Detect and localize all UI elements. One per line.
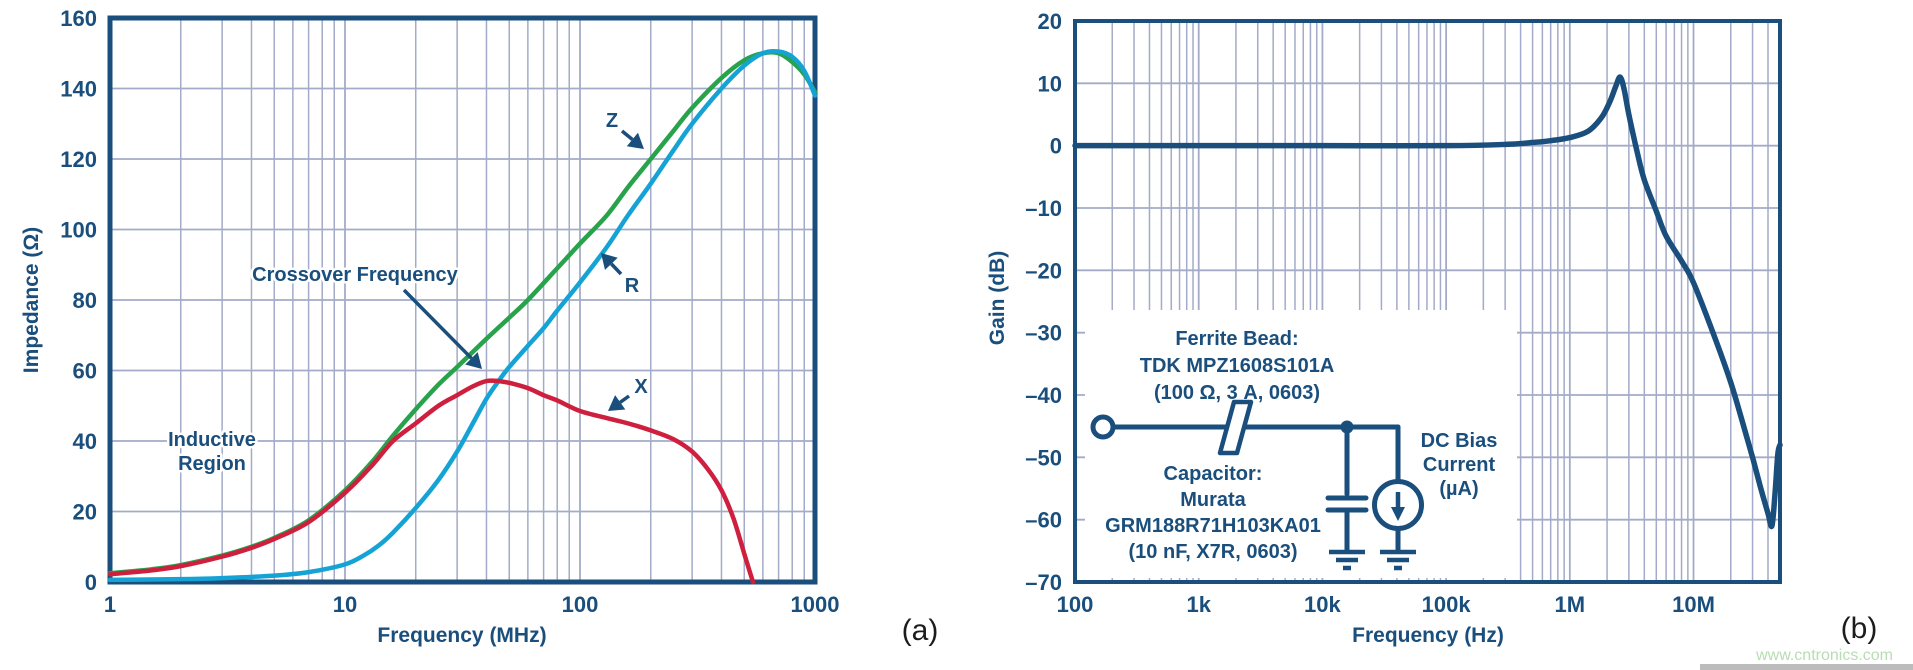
y-tick-label: 80: [73, 288, 97, 313]
curve-X: [107, 378, 756, 585]
gain-curves: [1072, 74, 1783, 530]
x-tick-label: 1M: [1555, 592, 1586, 617]
x-tick-label: 10k: [1304, 592, 1341, 617]
y-tick-label: –70: [1025, 570, 1062, 595]
image-edge-strip: [1700, 664, 1913, 670]
annotation-arrow-head: [608, 395, 626, 411]
impedance-grid: [110, 17, 816, 583]
x-tick-label: 100: [1057, 592, 1094, 617]
y-tick-label: 10: [1038, 71, 1062, 96]
input-terminal: [1090, 414, 1116, 440]
annotation-arrow-head: [601, 253, 618, 270]
y-tick-label: 0: [1050, 134, 1062, 159]
gain-chart: Ferrite Bead: TDK MPZ1608S101A (100 Ω, 3 A…: [986, 9, 1783, 647]
gain-xaxis-title: Frequency (Hz): [1352, 624, 1504, 647]
y-tick-label: 0: [85, 570, 97, 595]
annotation-x-label: X: [634, 376, 648, 398]
impedance-plot-border: [107, 15, 818, 585]
impedance-tick-labels: 0 20 40 60 80 100 120 140 160 1 10 100 1000: [60, 6, 839, 617]
ferrite-bead-label: Ferrite Bead: TDK MPZ1608S101A (100 Ω, 3 A…: [1140, 328, 1335, 404]
annotation-z-label: Z: [606, 110, 618, 132]
impedance-annotations: Crossover Frequency Inductive Region Z R X: [166, 108, 651, 478]
y-tick-label: –50: [1025, 445, 1062, 470]
annotation-r-label: R: [625, 275, 640, 297]
y-tick-label: 160: [60, 6, 97, 31]
annotation-arrow-line: [402, 288, 473, 360]
y-tick-label: –20: [1025, 258, 1062, 283]
x-tick-label: 10: [333, 592, 357, 617]
y-tick-label: 40: [73, 429, 97, 454]
annotation-crossover-frequency: Crossover Frequency: [252, 264, 459, 286]
impedance-yaxis-title: Impedance (Ω): [20, 227, 43, 373]
watermark: www.cntronics.com: [1755, 647, 1893, 664]
annotation-arrow-line: [620, 129, 634, 141]
x-tick-label: 1k: [1186, 592, 1211, 617]
y-tick-label: –40: [1025, 383, 1062, 408]
annotation-arrow-line: [610, 262, 623, 276]
y-tick-label: –10: [1025, 196, 1062, 221]
annotation-arrow-head: [465, 352, 482, 369]
curve-R: [107, 48, 818, 583]
impedance-curves: [107, 48, 818, 585]
y-tick-label: 100: [60, 218, 97, 243]
y-tick-label: 20: [73, 500, 97, 525]
dc-bias-label: DC Bias Current (µA): [1421, 430, 1498, 500]
y-tick-label: 140: [60, 77, 97, 102]
subfigure-label-b: (b): [1841, 612, 1878, 645]
impedance-xaxis-title: Frequency (MHz): [377, 624, 546, 647]
y-tick-label: –60: [1025, 508, 1062, 533]
y-tick-label: 120: [60, 147, 97, 172]
inset-background: [1085, 310, 1517, 578]
curve-Z: [107, 50, 818, 576]
x-tick-label: 100: [562, 592, 599, 617]
annotation-inductive-region: Inductive Region: [168, 429, 256, 475]
x-tick-label: 1000: [791, 592, 840, 617]
ferrite-bead-symbol: [1217, 399, 1254, 456]
gain-yaxis-title: Gain (dB): [986, 251, 1009, 346]
curve-Gain: [1072, 74, 1783, 530]
x-tick-label: 100k: [1422, 592, 1472, 617]
y-tick-label: –30: [1025, 321, 1062, 346]
x-tick-label: 1: [104, 592, 116, 617]
y-tick-label: 20: [1038, 9, 1062, 34]
circuit-inset: Ferrite Bead: TDK MPZ1608S101A (100 Ω, 3 A…: [1085, 310, 1517, 578]
y-tick-label: 60: [73, 359, 97, 384]
gain-plot-border: [1073, 19, 1782, 584]
subfigure-label-a: (a): [902, 614, 939, 647]
current-arrow-head: [1391, 507, 1405, 521]
impedance-chart: 0 20 40 60 80 100 120 140 160 1 10 100 1000 Crossove…: [20, 6, 839, 647]
annotation-arrow-line: [619, 394, 631, 404]
capacitor-label: Capacitor: Murata GRM188R71H103KA01 (10 nF,…: [1105, 463, 1321, 563]
x-tick-label: 10M: [1672, 592, 1715, 617]
annotation-arrow-head: [626, 132, 644, 149]
